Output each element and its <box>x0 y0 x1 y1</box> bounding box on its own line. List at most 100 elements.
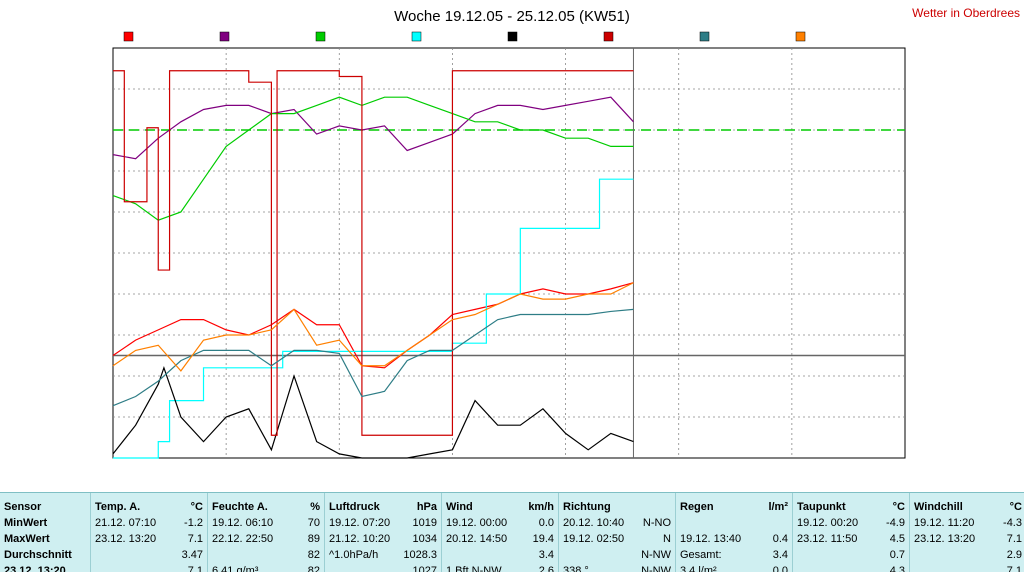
stats-column-header: Temp. A. °C <box>95 501 203 515</box>
stats-cell-time: 22.12. 22:50 <box>212 533 274 545</box>
legend-swatch <box>507 31 518 42</box>
stats-cell-row: 7.1 <box>914 565 1022 572</box>
series-line-feuchte-a <box>112 96 634 160</box>
stats-column: Feuchte A.% 19.12. 06:10 70 22.12. 22:50 89 8… <box>207 493 324 572</box>
stats-cell-value: 1034 <box>412 533 437 545</box>
stats-cell-value: 3.4 <box>538 549 554 561</box>
stats-column-unit: l/m² <box>768 501 788 513</box>
stats-cell-value: N-NW <box>641 565 671 572</box>
stats-cell-value: 3.47 <box>181 549 203 561</box>
stats-cell-row: 20.12. 10:40 N-NO <box>563 517 671 531</box>
stats-cell-time: 21.12. 10:20 <box>329 533 391 545</box>
stats-cell-row: 19.12. 00:20 -4.9 <box>797 517 905 531</box>
legend-swatch <box>315 31 326 42</box>
stats-column-header: Richtung <box>563 501 671 515</box>
stats-cell-time: 338 ° <box>563 565 589 572</box>
stats-column-header: Luftdruck hPa <box>329 501 437 515</box>
stats-cell-time: 19.12. 00:20 <box>797 517 859 529</box>
stats-row-label: 23.12. 13:20 <box>4 565 66 572</box>
stats-cell-value: 7.1 <box>1006 565 1022 572</box>
stats-cell-time: 1 Bft N-NW <box>446 565 502 572</box>
legend-swatch <box>699 31 710 42</box>
stats-cell-row: 4.3 <box>797 565 905 572</box>
stats-column: Taupunkt °C 19.12. 00:20 -4.9 23.12. 11:50 4.… <box>792 493 909 572</box>
series-line-regen <box>113 178 634 459</box>
stats-cell-row: 0.7 <box>797 549 905 563</box>
stats-row-label: Sensor <box>4 501 42 513</box>
stats-cell-row: 3.4 <box>446 549 554 563</box>
stats-cell-value: 19.4 <box>532 533 554 545</box>
stats-column-title: Richtung <box>563 501 611 513</box>
legend-swatch <box>603 31 614 42</box>
series-line-temp-a <box>112 282 634 369</box>
stats-column-unit: °C <box>892 501 905 513</box>
stats-cell-row: 20.12. 14:50 19.4 <box>446 533 554 547</box>
series-line-wind <box>112 365 634 459</box>
stats-cell-value: 1027 <box>412 565 437 572</box>
stats-cell-time: ^1.0hPa/h <box>329 549 379 561</box>
stats-cell-row: 22.12. 22:50 89 <box>212 533 320 547</box>
statistics-table: Sensor MinWert MaxWert Durchschnitt 23.12. 1… <box>0 492 1024 572</box>
stats-cell-row: 6.41 g/m³ 82 <box>212 565 320 572</box>
stats-cell-row: 19.12. 07:20 1019 <box>329 517 437 531</box>
stats-cell-value: 4.3 <box>889 565 905 572</box>
stats-cell-row: 23.12. 11:50 4.5 <box>797 533 905 547</box>
stats-cell-time: 19.12. 07:20 <box>329 517 391 529</box>
stats-cell-row: 7.1 <box>95 565 203 572</box>
stats-cell-value: -1.2 <box>184 517 203 529</box>
stats-column-header: Feuchte A.% <box>212 501 320 515</box>
stats-cell-value: 0.0 <box>538 517 554 529</box>
stats-column-title: Regen <box>680 501 714 513</box>
stats-cell-row: 23.12. 13:20 7.1 <box>95 533 203 547</box>
series-line-taupunkt <box>112 308 634 407</box>
stats-cell-value: 1028.3 <box>403 549 437 561</box>
stats-cell-value: -4.9 <box>886 517 905 529</box>
stats-cell-row: 82 <box>212 549 320 563</box>
stats-cell-time: 19.12. 11:20 <box>914 517 975 529</box>
stats-cell-value: -4.3 <box>1003 517 1022 529</box>
legend-swatch <box>219 31 230 42</box>
stats-cell-time: 3.4 l/m² <box>680 565 717 572</box>
stats-cell-row: 21.12. 07:10 -1.2 <box>95 517 203 531</box>
stats-cell-row: ^1.0hPa/h 1028.3 <box>329 549 437 563</box>
stats-cell-value: 89 <box>307 533 320 545</box>
stats-cell-row: 21.12. 10:20 1034 <box>329 533 437 547</box>
stats-column: Wind km/h 19.12. 00:00 0.0 20.12. 14:50 19.4 3… <box>441 493 558 572</box>
weather-chart: Woche 19.12.05 - 25.12.05 (KW51) Wetter … <box>112 6 1020 459</box>
stats-cell-row: 19.12. 00:00 0.0 <box>446 517 554 531</box>
stats-cell-time: 19.12. 02:50 <box>563 533 625 545</box>
stats-column-header: Regen l/m² <box>680 501 788 515</box>
stats-column-title: Feuchte A. <box>212 501 268 513</box>
stats-cell-value: 7.1 <box>187 565 203 572</box>
stats-cell-row: 338 ° N-NW <box>563 565 671 572</box>
stats-cell-row: 1027 <box>329 565 437 572</box>
stats-column-unit: °C <box>190 501 203 513</box>
stats-cell-row: 1 Bft N-NW 2.6 <box>446 565 554 572</box>
station-label: Wetter in Oberdrees <box>912 6 1020 20</box>
stats-column: Regen l/m² 19.12. 13:40 0.4 Gesamt: 3.4 3.4 l/… <box>675 493 792 572</box>
stats-column: Temp. A. °C 21.12. 07:10 -1.2 23.12. 13:20 7.… <box>90 493 207 572</box>
stats-cell-time: 23.12. 11:50 <box>797 533 858 545</box>
stats-column-header: Wind km/h <box>446 501 554 515</box>
stats-cell-row: 23.12. 13:20 7.1 <box>914 533 1022 547</box>
stats-cell-value: 2.9 <box>1006 549 1022 561</box>
stats-cell-value: 7.1 <box>187 533 203 545</box>
stats-column-title: Wind <box>446 501 473 513</box>
stats-cell-time: 19.12. 00:00 <box>446 517 508 529</box>
stats-cell-value: N-NO <box>642 517 671 529</box>
stats-cell-time: 23.12. 13:20 <box>914 533 976 545</box>
stats-cell-time: 21.12. 07:10 <box>95 517 157 529</box>
legend-swatch <box>411 31 422 42</box>
stats-cell-time: 20.12. 10:40 <box>563 517 625 529</box>
stats-column: Luftdruck hPa 19.12. 07:20 1019 21.12. 10:20… <box>324 493 441 572</box>
stats-cell-time: 19.12. 06:10 <box>212 517 274 529</box>
legend-swatch <box>795 31 806 42</box>
stats-row-labels: Sensor MinWert MaxWert Durchschnitt 23.12. 1… <box>0 493 90 572</box>
stats-cell-time: 19.12. 13:40 <box>680 533 742 545</box>
stats-cell-value: 1019 <box>412 517 437 529</box>
stats-cell-time: 6.41 g/m³ <box>212 565 259 572</box>
stats-cell-value: 0.0 <box>772 565 788 572</box>
stats-column-unit: km/h <box>528 501 554 513</box>
stats-cell-value: 70 <box>307 517 320 529</box>
stats-column-unit: hPa <box>416 501 437 513</box>
